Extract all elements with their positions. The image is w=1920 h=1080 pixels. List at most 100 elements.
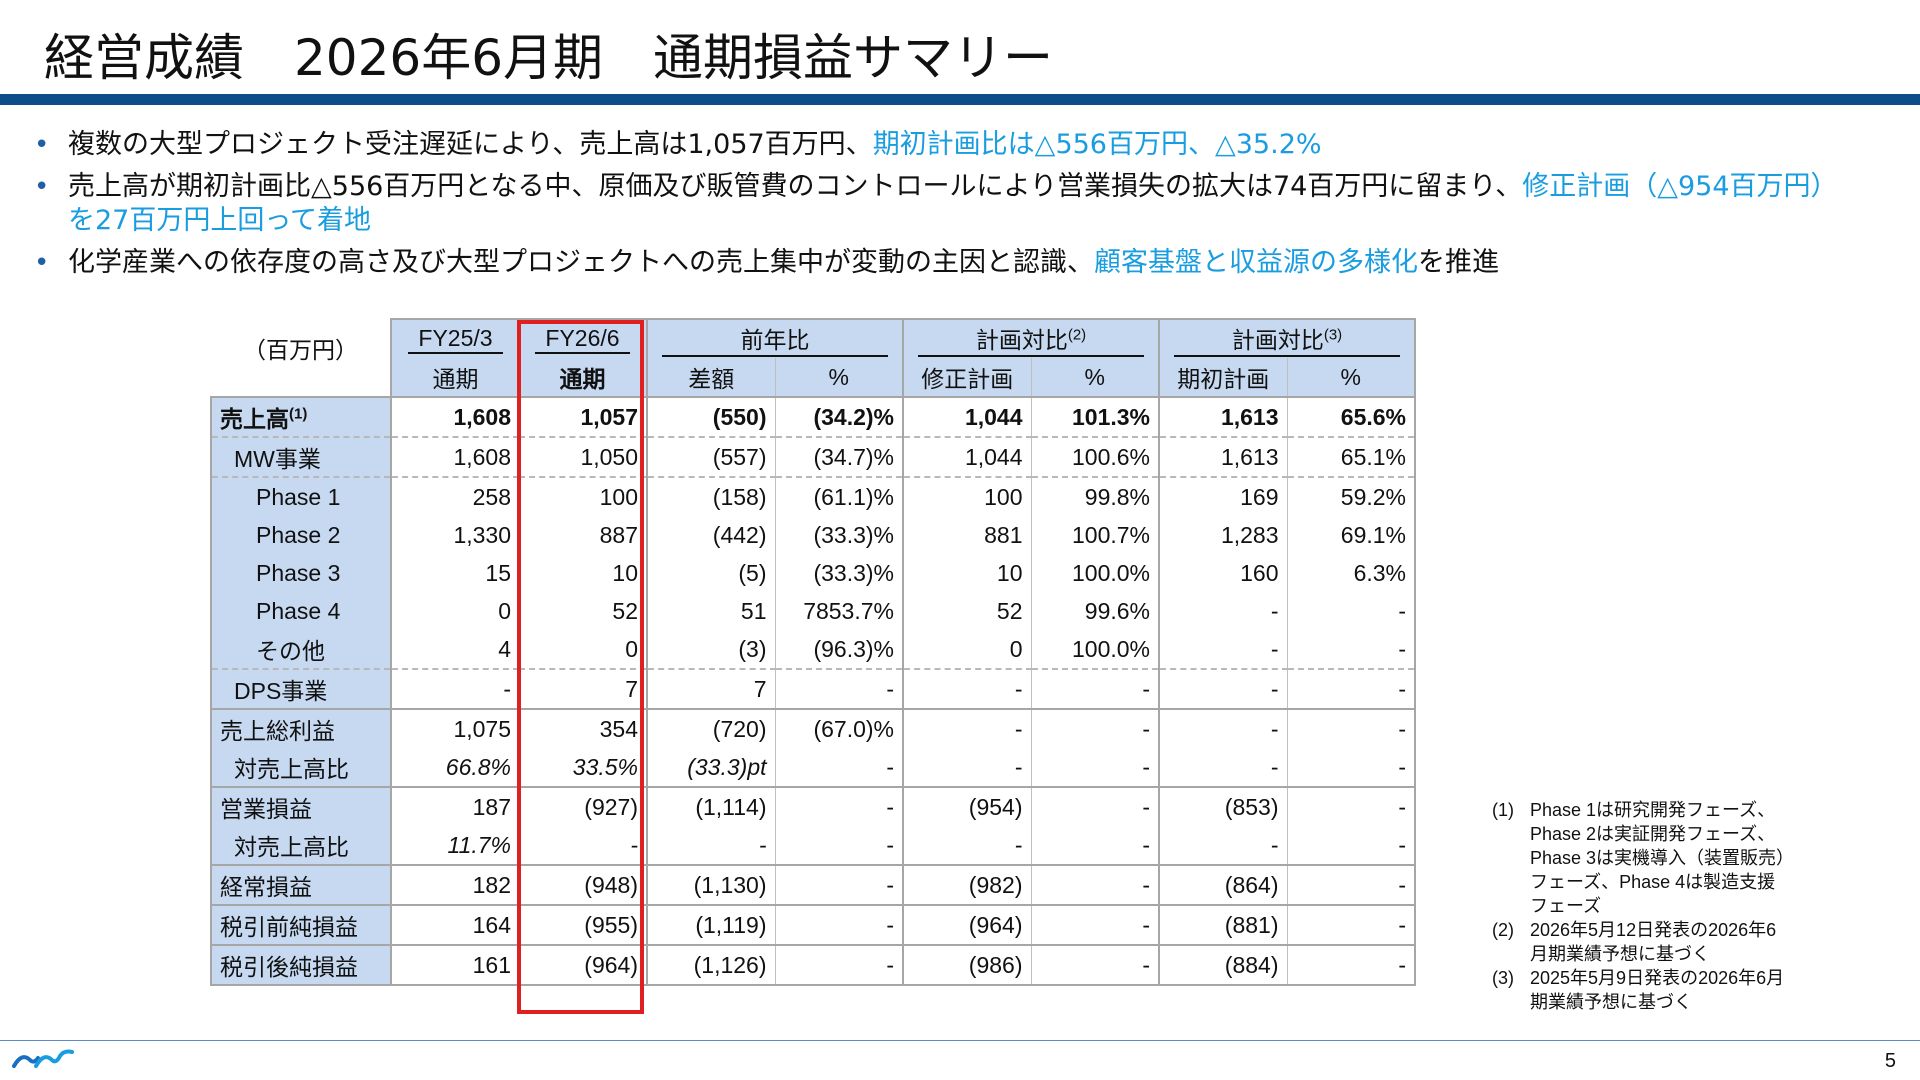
table-cell: 100.0% [1030, 554, 1159, 592]
bullet-text: 売上高が期初計画比△556百万円となる中、原価及び販管費のコントロールにより営業… [68, 171, 1523, 202]
table-cell: 101.3% [1030, 396, 1159, 437]
row-label: その他 [210, 630, 391, 669]
subheader-diff: 差額 [646, 358, 775, 397]
table-cell: 100.7% [1030, 516, 1159, 554]
table-cell: 65.1% [1286, 436, 1416, 477]
table-cell: (1,126) [646, 944, 775, 986]
title-rule [0, 94, 1920, 105]
row-label: Phase 1 [210, 476, 391, 516]
table-cell: - [1286, 826, 1416, 865]
row-label: 税引前純損益 [210, 904, 391, 945]
table-cell: (948) [519, 864, 647, 905]
header-row-1: （百万円） FY25/3 FY26/6 前年比 計画対比(2) 計画対比(3) [211, 318, 1416, 363]
table-row: 税引後純損益 161 (964) (1,126) - (986) - (884) - [210, 944, 1416, 986]
table-cell: 7853.7% [774, 592, 903, 630]
header-fy25: FY25/3 [390, 318, 519, 358]
table-cell: - [902, 708, 1031, 748]
table-cell: - [774, 786, 903, 826]
bullet-dot-icon: • [34, 130, 50, 160]
table-cell: - [1030, 708, 1159, 748]
table-cell: 100 [902, 476, 1031, 516]
bullet-item: • 複数の大型プロジェクト受注遅延により、売上高は1,057百万円、期初計画比は… [30, 128, 1830, 162]
table-cell: - [390, 668, 519, 709]
table-cell: 6.3% [1286, 554, 1416, 592]
bullet-dot-icon: • [34, 248, 50, 278]
table-row: 売上高(1) 1,608 1,057 (550) (34.2)% 1,044 101.3% 1… [210, 396, 1416, 437]
table-cell: 69.1% [1286, 516, 1416, 554]
table-cell: 1,044 [902, 396, 1031, 437]
table-cell: (955) [519, 904, 647, 945]
header-yoy: 前年比 [646, 318, 903, 358]
table-cell: (964) [519, 944, 647, 986]
header-fy26: FY26/6 [519, 318, 647, 358]
header-plan-revised: 計画対比(2) [902, 318, 1159, 358]
table-cell: (954) [902, 786, 1031, 826]
table-cell: 1,283 [1158, 516, 1287, 554]
table-cell: - [1030, 668, 1159, 709]
bullet-text: 複数の大型プロジェクト受注遅延により、売上高は1,057百万円、 [68, 129, 873, 160]
table-row: 売上総利益 1,075 354 (720) (67.0)% - - - - [210, 708, 1416, 748]
table-cell: (927) [519, 786, 647, 826]
table-cell: (884) [1158, 944, 1287, 986]
table-cell: - [630, 831, 638, 858]
table-cell: (557) [646, 436, 775, 477]
table-cell: 11.7% [390, 826, 519, 865]
table-cell: (442) [646, 516, 775, 554]
subheader-revised: 修正計画 [902, 358, 1031, 397]
table-cell: (1,114) [646, 786, 775, 826]
table-cell: (61.1)% [774, 476, 903, 516]
table-cell: 0 [902, 630, 1031, 669]
table-cell: 7 [646, 668, 775, 709]
table-row: DPS事業 -7 7- - - - - [210, 668, 1416, 709]
table-cell: 161 [390, 944, 519, 986]
table-cell: - [1030, 864, 1159, 905]
financial-table: （百万円） FY25/3 FY26/6 前年比 計画対比(2) 計画対比(3) … [210, 318, 1416, 986]
table-cell: (158) [646, 476, 775, 516]
table-cell: - [774, 944, 903, 986]
table-cell: (550) [646, 396, 775, 437]
table-cell: 1,044 [902, 436, 1031, 477]
table-cell: - [1158, 630, 1287, 669]
table-cell: 99.8% [1030, 476, 1159, 516]
row-label: Phase 4 [210, 592, 391, 630]
table-cell: 1,057 [519, 396, 647, 437]
table-row: 営業損益 187 (927) (1,114) - (954) - (853) - [210, 786, 1416, 826]
row-label: 売上高(1) [210, 396, 391, 437]
subheader-fy26: 通期 [519, 358, 647, 397]
table-cell: 100.6% [1030, 436, 1159, 477]
header-row-2: 通期 通期 差額 % 修正計画 % 期初計画 % [211, 358, 1416, 397]
table-cell: (982) [902, 864, 1031, 905]
row-label: MW事業 [210, 436, 391, 477]
table-cell: - [1030, 786, 1159, 826]
table-cell: - [1286, 668, 1416, 709]
table-cell: 10 [902, 554, 1031, 592]
table-body: 売上高(1) 1,608 1,057 (550) (34.2)% 1,044 101.3% 1… [210, 396, 1416, 986]
bullet-text: 化学産業への依存度の高さ及び大型プロジェクトへの売上集中が変動の主因と認識、 [68, 247, 1094, 278]
table-cell: (720) [646, 708, 775, 748]
table-cell: - [1030, 904, 1159, 945]
bullet-item: • 化学産業への依存度の高さ及び大型プロジェクトへの売上集中が変動の主因と認識、… [30, 246, 1830, 280]
table-row: 対売上高比 66.8% 33.5% (33.3)pt - - - - - [210, 748, 1416, 787]
table-cell: - [1158, 708, 1287, 748]
table-cell: (864) [1158, 864, 1287, 905]
table-cell: 100 [519, 476, 647, 516]
subheader-initial: 期初計画 [1158, 358, 1287, 397]
table-cell: (5) [646, 554, 775, 592]
subheader-pct: % [1030, 358, 1159, 397]
table-row: MW事業 1,608 1,050 (557) (34.7)% 1,044 100.6% 1,6… [210, 436, 1416, 477]
table-cell: (33.3)pt [646, 748, 775, 787]
table-cell: 4 [390, 630, 519, 669]
table-cell: 187 [390, 786, 519, 826]
table-cell: (986) [902, 944, 1031, 986]
table-row: 税引前純損益 164 (955) (1,119) - (964) - (881) - [210, 904, 1416, 945]
table-cell: - [1030, 944, 1159, 986]
table-cell: 354 [519, 708, 647, 748]
table-cell: 99.6% [1030, 592, 1159, 630]
table-cell: (881) [1158, 904, 1287, 945]
table-cell: - [1030, 826, 1159, 865]
table-cell: 160 [1158, 554, 1287, 592]
bullet-highlight: 顧客基盤と収益源の多様化 [1094, 247, 1418, 278]
row-label: 対売上高比 [210, 826, 391, 865]
header-plan-initial: 計画対比(3) [1158, 318, 1416, 358]
table-cell: - [1158, 668, 1287, 709]
